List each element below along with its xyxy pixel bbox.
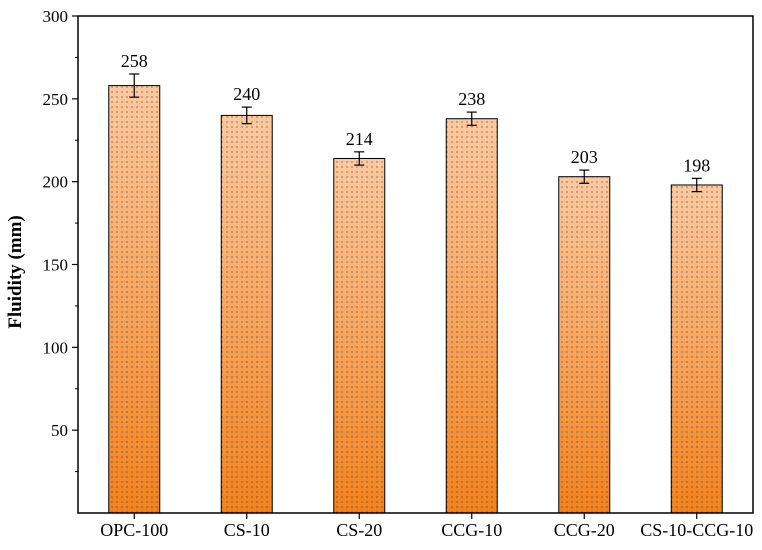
bars bbox=[108, 85, 723, 514]
bar-stipple bbox=[333, 158, 385, 513]
y-tick-label: 150 bbox=[43, 256, 69, 275]
bar-stipple bbox=[671, 184, 723, 514]
y-tick-label: 50 bbox=[51, 421, 68, 440]
bar-stipple bbox=[221, 115, 273, 514]
category-label: CS-10-CCG-10 bbox=[640, 520, 753, 540]
data-label: 238 bbox=[458, 89, 485, 109]
data-labels: 258 240 214 238 203 198 bbox=[121, 51, 711, 175]
category-label: CCG-20 bbox=[554, 520, 615, 540]
y-tick-label: 250 bbox=[43, 90, 69, 109]
bar-stipple bbox=[108, 85, 160, 513]
y-axis-ticks: 50 100 150 200 250 300 bbox=[43, 7, 78, 473]
data-label: 198 bbox=[683, 155, 710, 175]
bar-stipple bbox=[558, 176, 610, 514]
error-bars bbox=[129, 73, 702, 193]
y-tick-label: 300 bbox=[43, 7, 69, 26]
data-label: 214 bbox=[346, 129, 373, 149]
x-axis-ticks bbox=[133, 513, 698, 519]
category-label: CS-20 bbox=[336, 520, 382, 540]
category-label: OPC-100 bbox=[100, 520, 168, 540]
data-label: 240 bbox=[233, 84, 260, 104]
plot-frame bbox=[77, 15, 754, 514]
y-axis-title: Fluidity (mm) bbox=[5, 215, 26, 328]
y-tick-label: 100 bbox=[43, 338, 69, 357]
category-labels: OPC-100 CS-10 CS-20 CCG-10 CCG-20 CS-10-CCG-1… bbox=[100, 520, 753, 540]
data-label: 203 bbox=[571, 147, 598, 167]
bar-stipple bbox=[446, 118, 498, 514]
category-label: CS-10 bbox=[224, 520, 270, 540]
data-label: 258 bbox=[121, 51, 148, 71]
category-label: CCG-10 bbox=[441, 520, 502, 540]
y-tick-label: 200 bbox=[43, 173, 69, 192]
